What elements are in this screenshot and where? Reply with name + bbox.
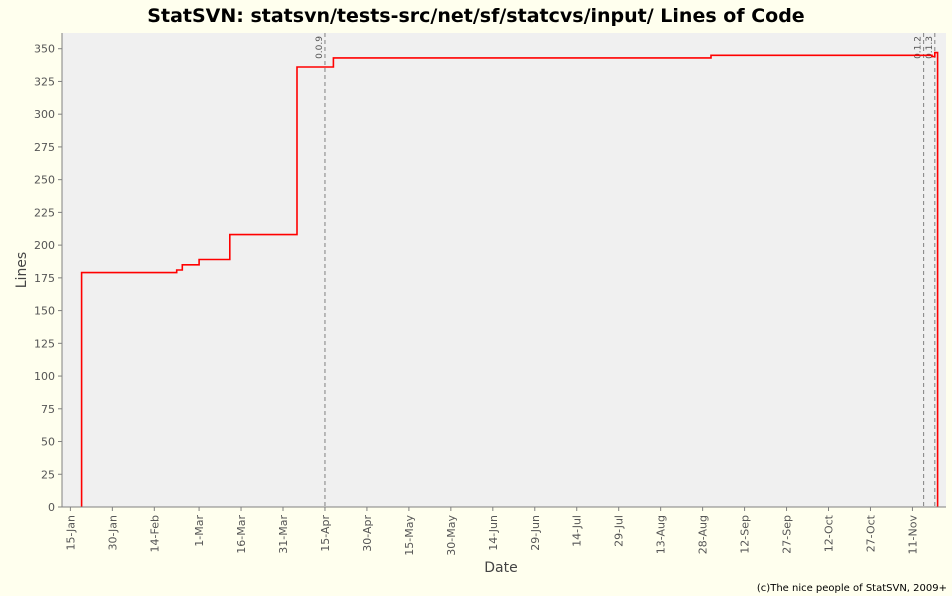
x-tick-label: 30-May — [445, 515, 458, 556]
x-tick-label: 29-Jul — [613, 515, 626, 547]
chart-title: StatSVN: statsvn/tests-src/net/sf/statcv… — [147, 5, 804, 27]
x-tick-label: 31-Mar — [277, 515, 290, 554]
x-tick-label: 11-Nov — [906, 515, 919, 555]
y-tick-label: 275 — [34, 141, 55, 154]
y-tick-label: 300 — [34, 108, 55, 121]
release-tag-markers: 0.0.9 0.1.2 0.1.3 — [315, 33, 936, 507]
x-tick-label: 29-Jun — [529, 515, 542, 551]
y-axis-label: Lines — [14, 252, 30, 288]
x-tick-label: 14-Jun — [487, 515, 500, 551]
x-tick-label: 15-Jan — [64, 515, 77, 551]
y-tick-label: 325 — [34, 75, 55, 88]
y-tick-label: 50 — [41, 436, 55, 449]
release-tag-label: 0.1.3 — [925, 36, 935, 59]
copyright-footer: (c)The nice people of StatSVN, 2009+ — [757, 583, 947, 594]
release-tag-label: 0.1.2 — [914, 36, 924, 59]
x-tick-label: 15-May — [403, 515, 416, 556]
x-tick-label: 15-Apr — [319, 515, 332, 552]
y-tick-label: 225 — [34, 206, 55, 219]
x-tick-label: 14-Feb — [148, 515, 161, 552]
y-tick-label: 0 — [48, 501, 55, 514]
y-axis-ticks: 0 25 50 75 100 125 150 175 200 225 250 275 300 325 350 — [34, 43, 62, 514]
x-tick-label: 30-Apr — [361, 515, 374, 552]
x-tick-label: 1-Mar — [193, 515, 206, 547]
x-tick-label: 12-Sep — [739, 515, 752, 554]
y-tick-label: 350 — [34, 43, 55, 56]
y-tick-label: 200 — [34, 239, 55, 252]
x-axis-label: Date — [484, 560, 517, 576]
y-tick-label: 25 — [41, 468, 55, 481]
x-tick-label: 30-Jan — [106, 515, 119, 551]
y-tick-label: 175 — [34, 272, 55, 285]
series-layer — [80, 51, 939, 507]
x-tick-label: 12-Oct — [823, 514, 836, 552]
series-line — [80, 51, 939, 507]
x-tick-label: 27-Oct — [864, 514, 877, 552]
y-tick-label: 150 — [34, 305, 55, 318]
x-tick-label: 27-Sep — [781, 515, 794, 554]
y-tick-label: 125 — [34, 337, 55, 350]
release-tag-label: 0.0.9 — [315, 36, 325, 59]
x-tick-label: 13-Aug — [655, 515, 668, 554]
x-tick-label: 14-Jul — [571, 515, 584, 547]
y-tick-label: 100 — [34, 370, 55, 383]
y-tick-label: 75 — [41, 403, 55, 416]
x-axis-ticks: 15-Jan 30-Jan 14-Feb 1-Mar 16-Mar 31-Mar 15-Ap… — [64, 507, 919, 556]
x-tick-label: 16-Mar — [235, 515, 248, 554]
plot-area — [62, 33, 946, 507]
axes — [61, 33, 946, 508]
x-tick-label: 28-Aug — [697, 515, 710, 554]
y-tick-label: 250 — [34, 174, 55, 187]
